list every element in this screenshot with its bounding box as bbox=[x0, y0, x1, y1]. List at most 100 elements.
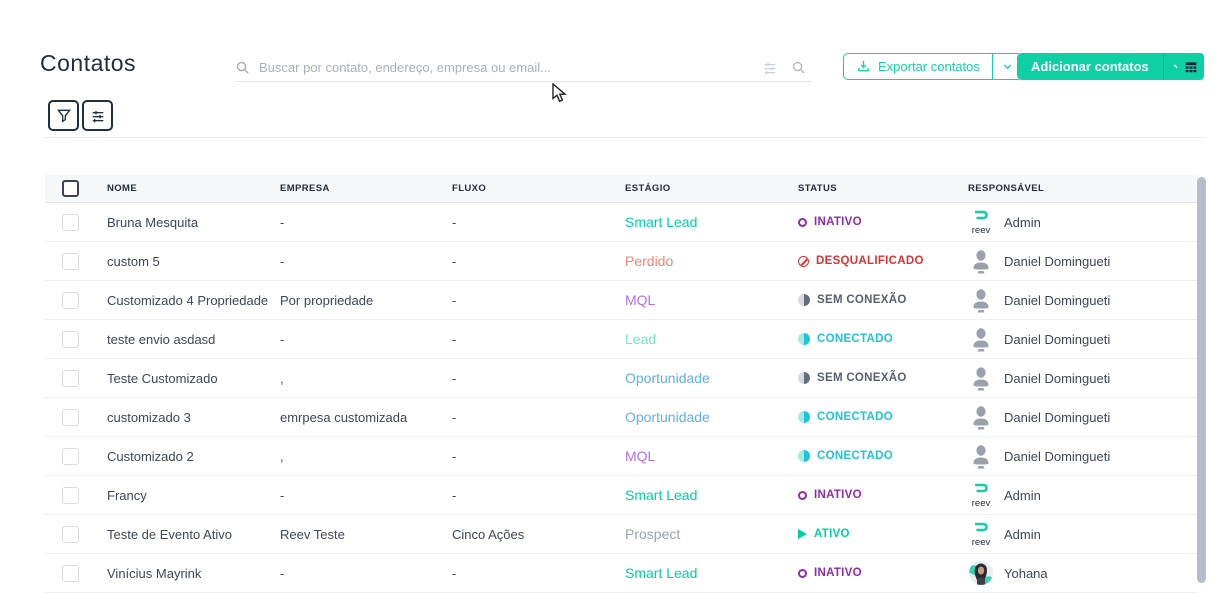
table-row[interactable]: Customizado 4 Propriedade Por propriedad… bbox=[45, 281, 1198, 320]
status-label: CONECTADO bbox=[817, 333, 893, 345]
conectado-status-icon bbox=[798, 450, 810, 462]
cell-responsavel: reev Admin bbox=[968, 482, 1198, 508]
cell-responsavel: reev Admin bbox=[968, 209, 1198, 235]
desqualificado-status-icon bbox=[798, 255, 809, 267]
inativo-status-icon bbox=[798, 217, 807, 227]
cell-nome[interactable]: custom 5 bbox=[107, 253, 160, 269]
status-label: ATIVO bbox=[814, 528, 850, 540]
row-checkbox[interactable] bbox=[62, 486, 79, 504]
export-dropdown-toggle[interactable] bbox=[991, 54, 1022, 79]
contacts-table: NOME EMPRESA FLUXO ESTÁGIO STATUS RESPON… bbox=[45, 175, 1198, 593]
mouse-cursor bbox=[552, 82, 570, 108]
column-header-responsavel: RESPONSÁVEL bbox=[968, 183, 1045, 194]
cell-nome[interactable]: Customizado 2 bbox=[107, 448, 194, 464]
row-checkbox[interactable] bbox=[62, 330, 79, 348]
cell-responsavel: Daniel Domingueti bbox=[968, 443, 1198, 469]
vertical-scrollbar[interactable] bbox=[1197, 177, 1206, 583]
table-row[interactable]: teste envio asdasd - - Lead CONECTADO Da… bbox=[45, 320, 1198, 359]
conectado-status-icon bbox=[798, 411, 810, 423]
cell-empresa: Reev Teste bbox=[280, 526, 345, 542]
column-header-status: STATUS bbox=[798, 183, 837, 194]
cell-fluxo: Cinco Ações bbox=[452, 526, 525, 542]
status-badge: INATIVO bbox=[798, 216, 968, 228]
table-row[interactable]: Francy - - Smart Lead INATIVO reev Admin bbox=[45, 476, 1198, 515]
section-divider bbox=[45, 137, 1205, 138]
search-filters-icon[interactable] bbox=[762, 60, 778, 76]
filter-button[interactable] bbox=[48, 100, 79, 131]
grid-view-button[interactable] bbox=[1177, 53, 1204, 80]
row-checkbox[interactable] bbox=[62, 213, 79, 231]
row-checkbox[interactable] bbox=[62, 447, 79, 465]
add-contacts-button[interactable]: Adicionar contatos bbox=[1017, 53, 1192, 80]
page-title: Contatos bbox=[40, 50, 137, 76]
cell-nome[interactable]: Bruna Mesquita bbox=[107, 214, 199, 230]
reev-avatar: reev bbox=[968, 209, 994, 235]
chevron-down-icon bbox=[1002, 61, 1013, 72]
export-contacts-button[interactable]: Exportar contatos bbox=[843, 53, 1023, 80]
cell-estagio: Perdido bbox=[625, 253, 674, 269]
row-checkbox[interactable] bbox=[62, 252, 79, 270]
row-checkbox[interactable] bbox=[62, 291, 79, 309]
cell-empresa: Por propriedade bbox=[280, 292, 374, 308]
column-header-fluxo: FLUXO bbox=[452, 183, 487, 194]
cell-nome[interactable]: Teste de Evento Ativo bbox=[107, 526, 233, 542]
status-label: INATIVO bbox=[814, 567, 862, 579]
table-row[interactable]: Vinícius Mayrink - - Smart Lead INATIVO … bbox=[45, 554, 1198, 593]
cell-empresa: emrpesa customizada bbox=[280, 409, 408, 425]
cell-estagio: Smart Lead bbox=[625, 565, 698, 581]
cell-fluxo: - bbox=[452, 487, 457, 503]
reev-avatar: reev bbox=[968, 482, 994, 508]
cell-nome[interactable]: Customizado 4 Propriedade bbox=[107, 292, 269, 308]
inativo-status-icon bbox=[798, 568, 807, 578]
row-checkbox[interactable] bbox=[62, 525, 79, 543]
row-checkbox[interactable] bbox=[62, 564, 79, 582]
row-checkbox[interactable] bbox=[62, 369, 79, 387]
table-row[interactable]: Customizado 2 , - MQL CONECTADO Daniel D… bbox=[45, 437, 1198, 476]
advanced-filters-button[interactable] bbox=[82, 100, 113, 131]
status-badge: CONECTADO bbox=[798, 333, 968, 345]
cell-estagio: Smart Lead bbox=[625, 487, 698, 503]
table-row[interactable]: Teste Customizado , - Oportunidade SEM C… bbox=[45, 359, 1198, 398]
cell-fluxo: - bbox=[452, 292, 457, 308]
cell-responsavel-name: Daniel Domingueti bbox=[1004, 292, 1111, 308]
yohana-avatar bbox=[968, 560, 994, 586]
cell-responsavel-name: Daniel Domingueti bbox=[1004, 370, 1111, 386]
select-all-checkbox[interactable] bbox=[62, 180, 79, 197]
row-checkbox[interactable] bbox=[62, 408, 79, 426]
cell-nome[interactable]: Teste Customizado bbox=[107, 370, 218, 386]
search-input[interactable] bbox=[259, 60, 762, 75]
download-icon bbox=[856, 59, 871, 74]
person-avatar bbox=[968, 365, 994, 391]
status-badge: INATIVO bbox=[798, 489, 968, 501]
table-body: Bruna Mesquita - - Smart Lead INATIVO re… bbox=[45, 203, 1198, 593]
status-badge: ATIVO bbox=[798, 528, 968, 540]
reev-avatar: reev bbox=[968, 521, 994, 547]
search-submit-icon[interactable] bbox=[791, 60, 806, 75]
add-contacts-label: Adicionar contatos bbox=[1031, 59, 1149, 74]
cell-empresa: - bbox=[280, 253, 285, 269]
cell-responsavel-name: Admin bbox=[1004, 526, 1041, 542]
cell-nome[interactable]: teste envio asdasd bbox=[107, 331, 216, 347]
cell-empresa: - bbox=[280, 331, 285, 347]
person-avatar bbox=[968, 443, 994, 469]
cell-fluxo: - bbox=[452, 565, 457, 581]
table-row[interactable]: Teste de Evento Ativo Reev Teste Cinco A… bbox=[45, 515, 1198, 554]
column-header-empresa: EMPRESA bbox=[280, 183, 330, 194]
column-header-estagio: ESTÁGIO bbox=[625, 183, 671, 194]
cell-nome[interactable]: customizado 3 bbox=[107, 409, 191, 425]
cell-nome[interactable]: Vinícius Mayrink bbox=[107, 565, 202, 581]
search-icon bbox=[235, 60, 250, 75]
cell-responsavel-name: Daniel Domingueti bbox=[1004, 448, 1111, 464]
cell-fluxo: - bbox=[452, 331, 457, 347]
table-row[interactable]: customizado 3 emrpesa customizada - Opor… bbox=[45, 398, 1198, 437]
table-row[interactable]: custom 5 - - Perdido DESQUALIFICADO Dani… bbox=[45, 242, 1198, 281]
table-row[interactable]: Bruna Mesquita - - Smart Lead INATIVO re… bbox=[45, 203, 1198, 242]
cell-responsavel-name: Yohana bbox=[1004, 565, 1048, 581]
cell-responsavel: Daniel Domingueti bbox=[968, 287, 1198, 313]
cell-responsavel: Yohana bbox=[968, 560, 1198, 586]
cell-responsavel: Daniel Domingueti bbox=[968, 248, 1198, 274]
export-contacts-label: Exportar contatos bbox=[878, 59, 980, 74]
cell-nome[interactable]: Francy bbox=[107, 487, 147, 503]
cell-empresa: - bbox=[280, 487, 285, 503]
status-badge: SEM CONEXÃO bbox=[798, 372, 968, 384]
